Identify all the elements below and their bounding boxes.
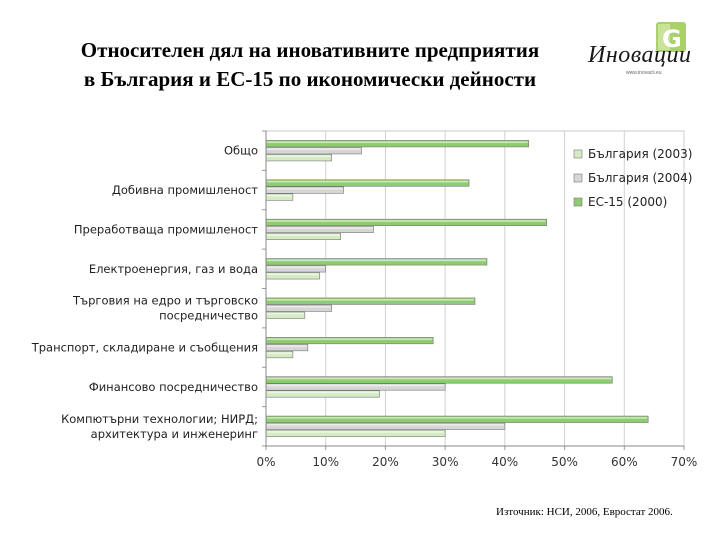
bar: [265, 422, 506, 430]
category-label: Електроенергия, газ и вода: [89, 262, 258, 276]
legend-swatch: [573, 197, 583, 207]
x-tick-label: 20%: [372, 455, 399, 469]
chart-title: Относителен дял на иновативните предприя…: [20, 36, 600, 94]
leaf-g-icon: G: [656, 22, 686, 53]
bar-highlight: [267, 273, 319, 276]
logo-text: Иновации: [588, 42, 692, 68]
bar-highlight: [267, 220, 546, 222]
bar-highlight: [267, 384, 445, 387]
bar-highlight: [267, 234, 340, 236]
x-tick-label: 70%: [671, 455, 698, 469]
legend-label: България (2004): [588, 171, 692, 185]
x-tick-label: 40%: [492, 455, 519, 469]
logo-mark: G: [662, 25, 682, 53]
logo-url: www.inovacii.eu: [626, 70, 662, 76]
bar: [265, 147, 362, 155]
bar: [265, 383, 446, 391]
bar: [265, 186, 344, 194]
category-label: архитектура и инженеринг: [91, 427, 258, 441]
legend-label: България (2003): [588, 147, 692, 161]
bar-highlight: [267, 155, 331, 158]
title-line-1: Относителен дял на иновативните предприя…: [80, 38, 540, 62]
bar-highlight: [267, 227, 373, 229]
bar-highlight: [267, 417, 648, 419]
category-label: Общо: [224, 144, 258, 158]
bar-highlight: [267, 305, 331, 308]
legend-swatch: [573, 149, 583, 159]
x-tick-label: 0%: [256, 455, 275, 469]
bar: [265, 179, 470, 187]
bar: [265, 232, 341, 240]
x-tick-label: 30%: [432, 455, 459, 469]
x-tick-label: 60%: [611, 455, 638, 469]
title-line-2: в България и ЕС-15 по икономически дейно…: [83, 67, 537, 91]
legend-label: ЕС-15 (2000): [588, 195, 667, 209]
bar-highlight: [267, 194, 292, 197]
bar: [265, 311, 306, 319]
bar-highlight: [267, 352, 292, 354]
bar-highlight: [267, 312, 304, 315]
bar-highlight: [267, 377, 612, 380]
category-label: посредничество: [159, 309, 258, 323]
bar-highlight: [267, 298, 474, 301]
bar-highlight: [267, 180, 469, 183]
bar: [265, 376, 613, 384]
category-label: Компютърни технологии; НИРД;: [61, 412, 258, 426]
bar-highlight: [267, 266, 325, 269]
bar-highlight: [267, 338, 433, 340]
bar: [265, 265, 327, 273]
category-label: Преработваща промишленост: [74, 222, 258, 236]
bar: [265, 218, 547, 226]
x-tick-label: 50%: [551, 455, 578, 469]
bar-highlight: [267, 187, 343, 190]
bar: [265, 337, 434, 345]
category-label: Търговия на едро и търговско: [72, 294, 258, 308]
bar: [265, 390, 380, 398]
x-tick-label: 10%: [312, 455, 339, 469]
bar-highlight: [267, 141, 528, 144]
bar: [265, 344, 309, 352]
bar: [265, 415, 649, 423]
bar: [265, 193, 294, 201]
bar-highlight: [267, 391, 379, 394]
bar-highlight: [267, 259, 486, 262]
bar-highlight: [267, 424, 504, 426]
bar: [265, 140, 530, 148]
bar: [265, 297, 476, 305]
category-label: Финансово посредничество: [89, 380, 258, 394]
bar-highlight: [267, 345, 307, 347]
bar: [265, 351, 294, 359]
logo: G Иновации www.inovacii.eu: [586, 20, 698, 76]
bar: [265, 258, 488, 266]
bar-highlight: [267, 148, 361, 151]
bar: [265, 304, 332, 312]
category-label: Добивна промишленост: [112, 183, 258, 197]
bar: [265, 429, 446, 437]
bar: [265, 225, 374, 233]
bar: [265, 154, 332, 162]
category-label: Транспорт, складиране и съобщения: [31, 341, 258, 355]
source-note: Източник: НСИ, 2006, Евростат 2006.: [496, 506, 673, 518]
bar: [265, 272, 321, 280]
legend-swatch: [573, 173, 583, 183]
bar-highlight: [267, 431, 445, 433]
